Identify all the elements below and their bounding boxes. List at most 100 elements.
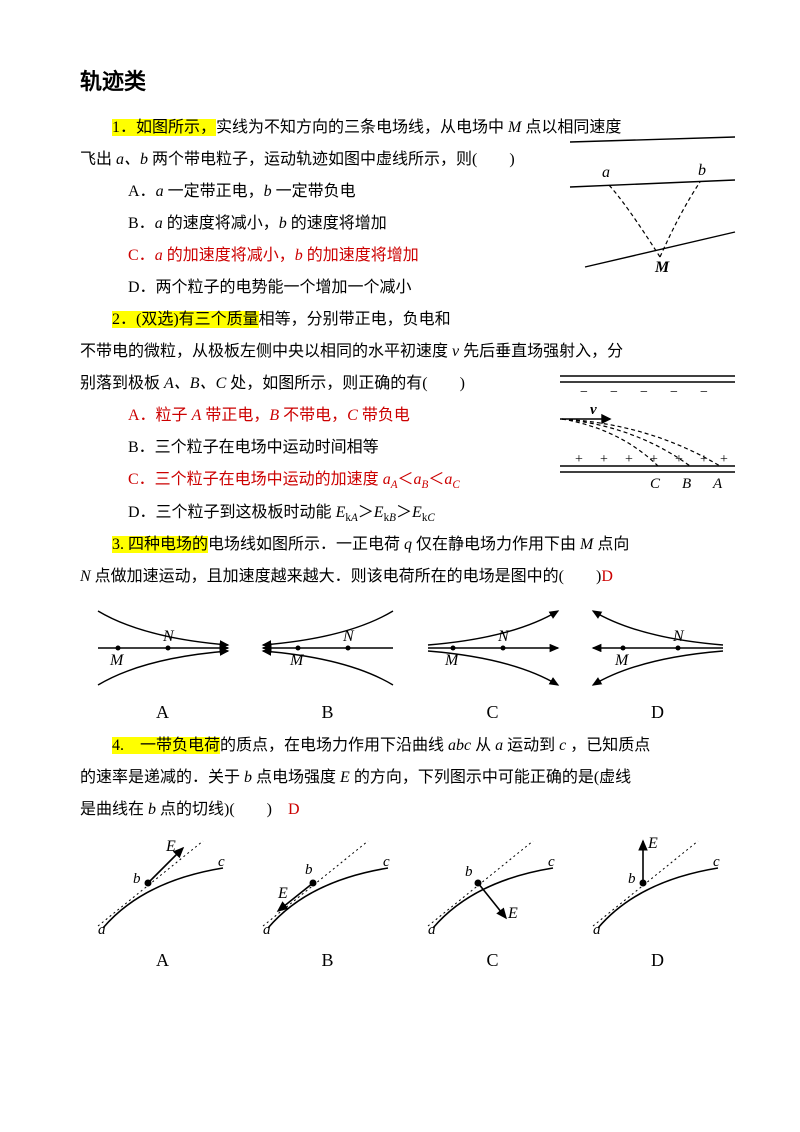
svg-text:a: a	[602, 164, 610, 181]
q2-optA-b: 带正电，	[201, 407, 269, 424]
q3-stem-a: 电场线如图所示．一正电荷	[208, 536, 404, 553]
q4-ans: D	[288, 801, 300, 818]
q4-stem-c: 运动到	[503, 737, 559, 754]
q2-A1: A	[192, 407, 202, 424]
q3-cap-c: C	[410, 694, 575, 730]
q1-optD: D．两个粒子的电势能一个增加一个减小	[128, 279, 412, 296]
q1-stem-a: 实线为不知方向的三条电场线，从电场中	[216, 119, 508, 136]
svg-text:+: +	[625, 452, 633, 467]
q1-line2a: 飞出	[80, 151, 116, 168]
q4-abc: abc	[448, 737, 471, 754]
svg-text:E: E	[165, 838, 176, 855]
q3-fig-d: M N	[583, 603, 733, 688]
q4-stem-a: 的质点，在电场力作用下沿曲线	[220, 737, 448, 754]
svg-text:−: −	[610, 385, 618, 400]
q1-a1: a	[156, 183, 164, 200]
svg-text:N: N	[162, 628, 175, 645]
svg-text:A: A	[712, 476, 723, 492]
q4-figures: E b a c E b a c	[80, 836, 740, 936]
q1-optC-a: C．	[128, 247, 155, 264]
svg-text:+: +	[600, 452, 608, 467]
svg-text:M: M	[614, 652, 630, 669]
svg-text:C: C	[650, 476, 661, 492]
svg-text:−: −	[700, 385, 708, 400]
q2-B1: B	[269, 407, 279, 424]
q1-a2: a	[155, 215, 163, 232]
svg-text:E: E	[647, 836, 658, 852]
q4-cap-b: B	[245, 942, 410, 978]
q1-optC-c: 的加速度将增加	[303, 247, 419, 264]
svg-text:+: +	[700, 452, 708, 467]
svg-text:M: M	[444, 652, 460, 669]
svg-text:b: b	[628, 871, 636, 887]
q4-line2a: 的速率是递减的．关于	[80, 769, 244, 786]
svg-text:a: a	[428, 922, 436, 936]
q2-optC-a: C．三个粒子在电场中运动的加速度	[128, 471, 383, 488]
q4-fig-b: E b a c	[253, 836, 403, 936]
q3-line2a: 点做加速运动，且加速度越来越大．则该电荷所在的电场是图中的( )	[91, 568, 602, 585]
q1-optA-a: A．	[128, 183, 156, 200]
svg-text:b: b	[465, 864, 473, 880]
q1-num: 1．如图所示，	[112, 119, 216, 136]
svg-text:b: b	[305, 862, 313, 878]
svg-text:a: a	[98, 922, 106, 936]
svg-text:+: +	[720, 452, 728, 467]
svg-text:a: a	[263, 922, 271, 936]
q4-line3b: 点的切线)( )	[156, 801, 288, 818]
page-title: 轨迹类	[80, 60, 740, 104]
q4-line2b: 点电场强度	[252, 769, 340, 786]
q2-optA-d: 带负电	[358, 407, 410, 424]
question-4: 4. 一带负电荷的质点，在电场力作用下沿曲线 abc 从 a 运动到 c ，已知…	[80, 730, 740, 978]
q4-b: b	[244, 769, 252, 786]
svg-text:+: +	[675, 452, 683, 467]
q1-optB-c: 的速度将增加	[287, 215, 387, 232]
question-2: −−−−− +++++++ v C B A 2．(双选)有三个质量相等，分别带正…	[80, 304, 740, 529]
q3-stem-c: 点向	[593, 536, 629, 553]
q4-cap-c: C	[410, 942, 575, 978]
svg-text:E: E	[277, 885, 288, 902]
svg-text:−: −	[580, 385, 588, 400]
q3-cap-d: D	[575, 694, 740, 730]
q4-line3a: 是曲线在	[80, 801, 148, 818]
q3-fig-c: M N	[418, 603, 568, 688]
q1-optB-a: B．	[128, 215, 155, 232]
svg-text:a: a	[593, 922, 601, 936]
q4-stem-d: ，已知质点	[566, 737, 650, 754]
q4-b2: b	[148, 801, 156, 818]
q3-M: M	[580, 536, 593, 553]
q1-b2: b	[279, 215, 287, 232]
q4-num: 4. 一带负电荷	[112, 737, 220, 754]
q4-cap-a: A	[80, 942, 245, 978]
svg-text:−: −	[640, 385, 648, 400]
q1-optC-b: 的加速度将减小，	[163, 247, 295, 264]
svg-text:N: N	[497, 628, 510, 645]
question-3: 3. 四种电场的电场线如图所示．一正电荷 q 仅在静电场力作用下由 M 点向 N…	[80, 529, 740, 730]
svg-text:b: b	[698, 162, 706, 179]
svg-text:−: −	[670, 385, 678, 400]
q4-cap-d: D	[575, 942, 740, 978]
q1-a3: a	[155, 247, 163, 264]
svg-text:c: c	[713, 854, 720, 870]
q1-optB-b: 的速度将减小，	[163, 215, 279, 232]
svg-text:c: c	[548, 854, 555, 870]
q1-figure: a b M	[560, 122, 740, 272]
svg-text:E: E	[507, 905, 518, 922]
q3-figures: M N M N	[80, 603, 740, 688]
svg-text:N: N	[342, 628, 355, 645]
q2-line2: 不带电的微粒，从极板左侧中央以相同的水平初速度	[80, 343, 452, 360]
q2-optD-a: D．三个粒子到这极板时动能	[128, 504, 336, 521]
question-1: a b M 1．如图所示，实线为不知方向的三条电场线，从电场中 M 点以相同速度…	[80, 112, 740, 304]
q1-line2b: 两个带电粒子，运动轨迹如图中虚线所示，则( )	[148, 151, 515, 168]
q2-line3a: 别落到极板	[80, 375, 164, 392]
q2-C1: C	[347, 407, 358, 424]
q3-N: N	[80, 568, 91, 585]
q2-optB: B．三个粒子在电场中运动时间相等	[128, 439, 379, 456]
q3-ans: D	[601, 568, 613, 585]
q4-stem-b: 从	[471, 737, 495, 754]
q2-stem-a: 相等，分别带正电，负电和	[259, 311, 451, 328]
q3-q: q	[404, 536, 412, 553]
q4-fig-d: E b a c	[583, 836, 733, 936]
q2-optA-c: 不带电，	[279, 407, 347, 424]
svg-text:+: +	[575, 452, 583, 467]
q4-fig-a: E b a c	[88, 836, 238, 936]
